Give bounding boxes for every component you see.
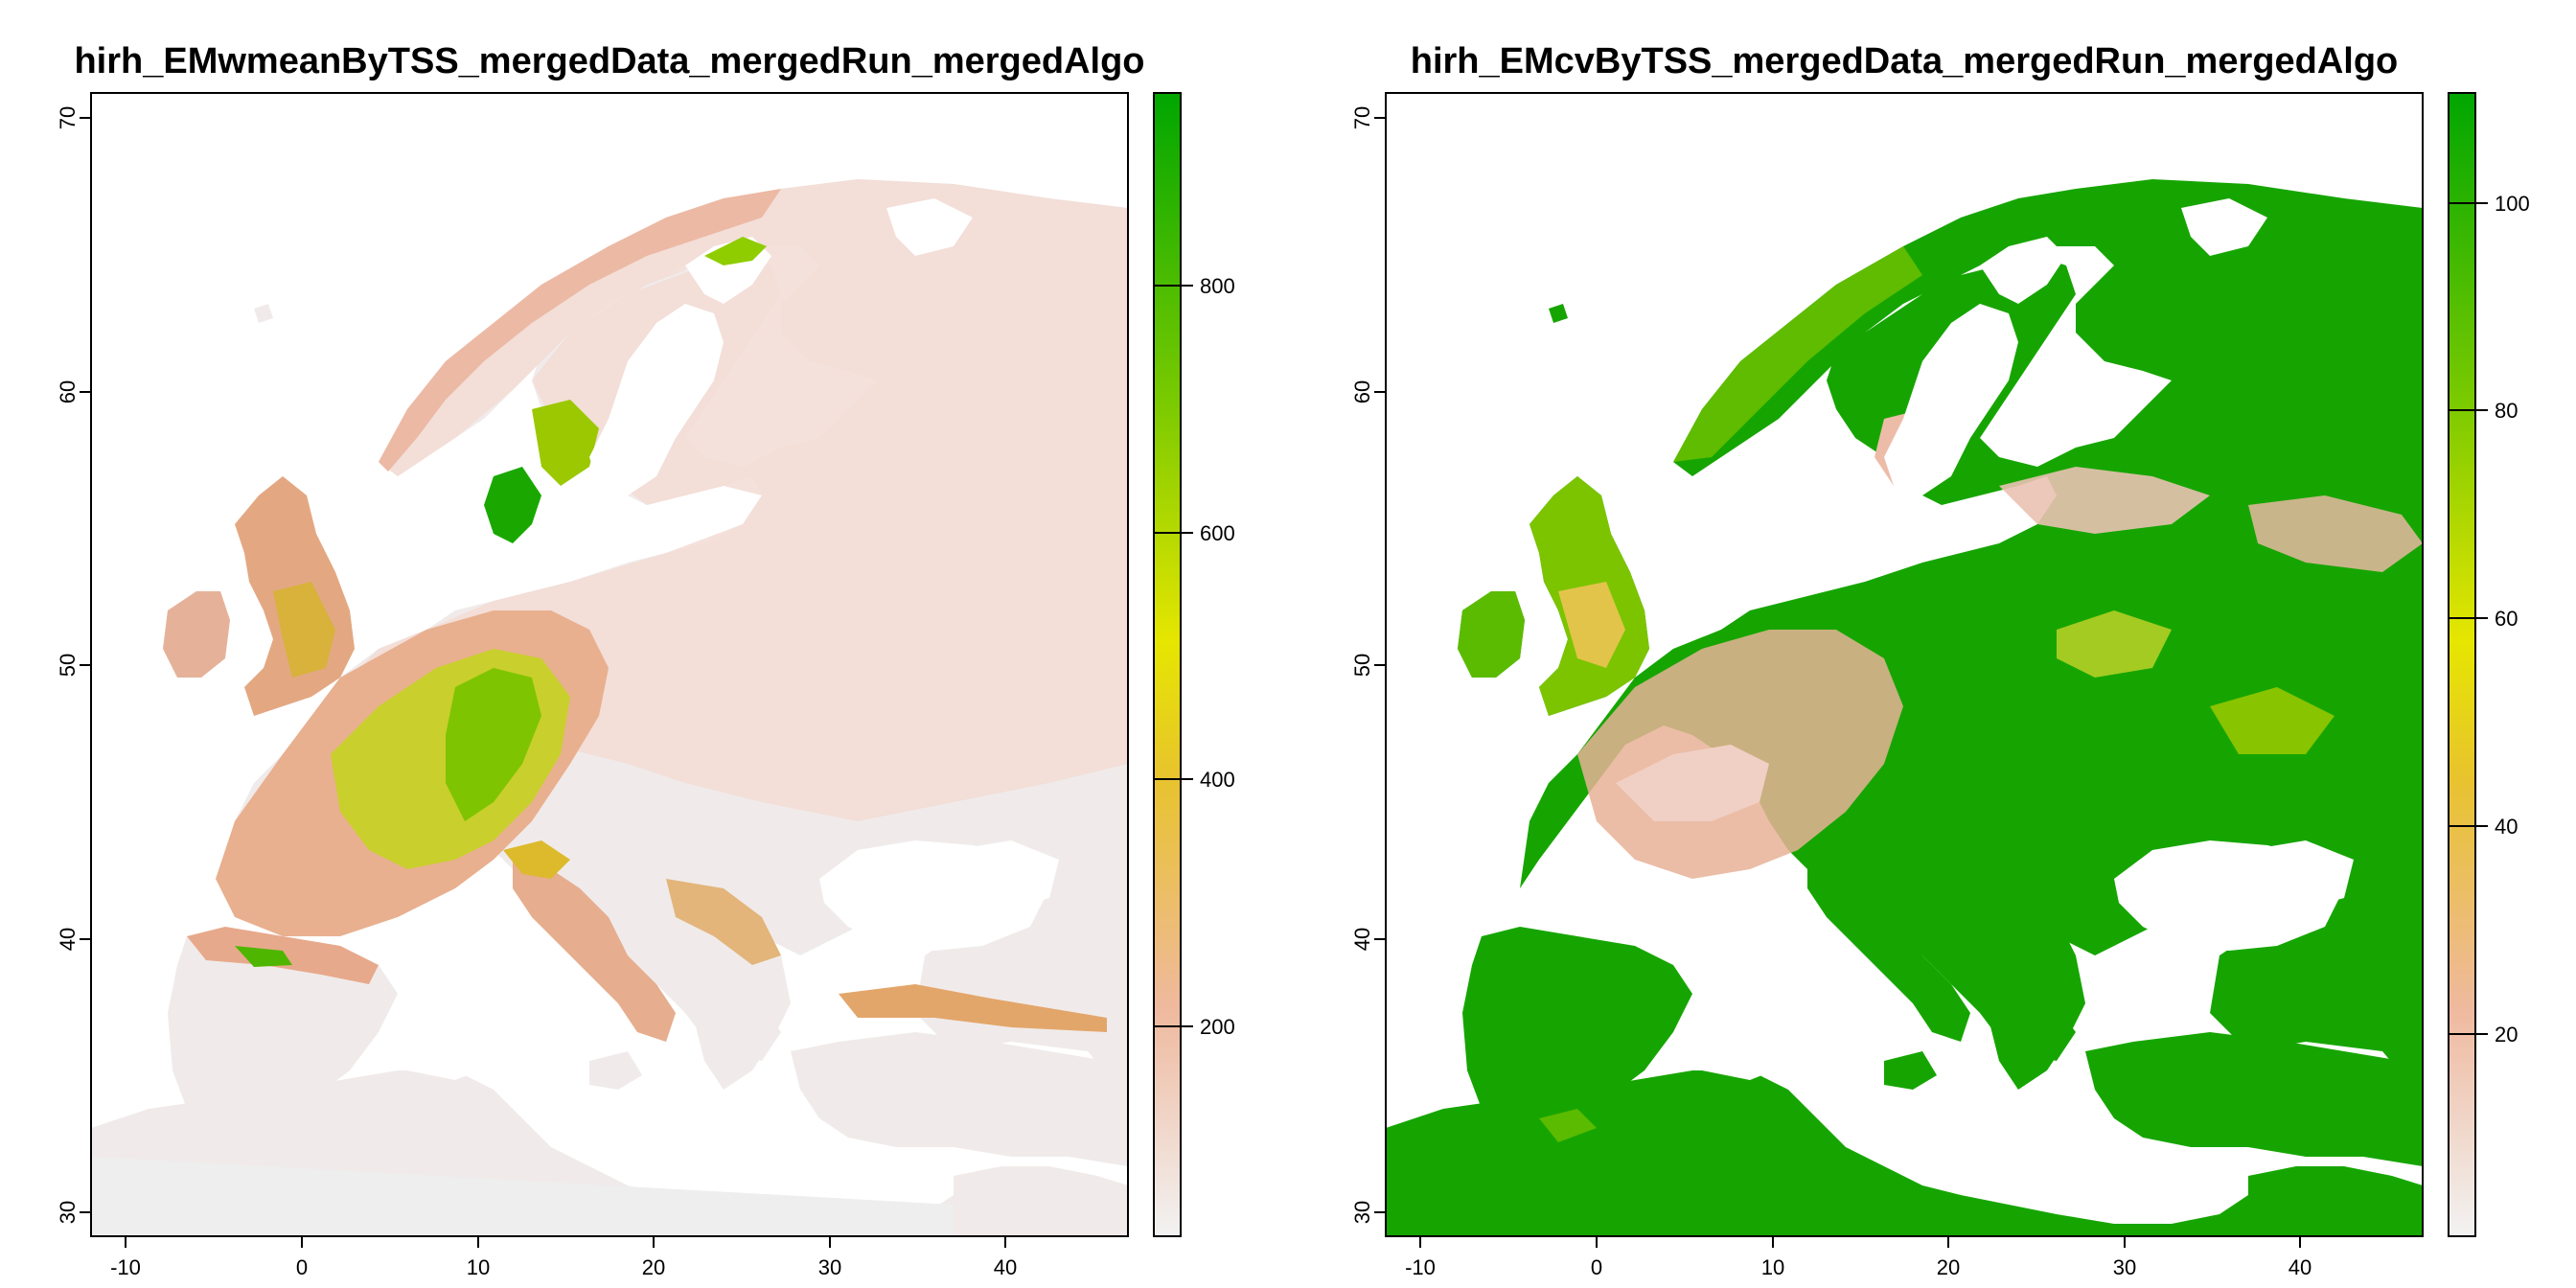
y-tick-label: 30 (1350, 1201, 1374, 1224)
map-panel-2: hirh_EMcvByTSS_mergedData_mergedRun_merg… (1350, 41, 2530, 1279)
x-tick-label: 0 (296, 1255, 308, 1279)
x-tick-label: 40 (994, 1255, 1017, 1279)
y-tick-label: 70 (1350, 106, 1374, 129)
x-tick-label: 20 (1937, 1255, 1960, 1279)
legend-tick-label: 400 (1200, 768, 1235, 792)
legend-tick-label: 800 (1200, 274, 1235, 298)
legend-colorbar (2448, 92, 2476, 1237)
y-tick-label: 50 (1350, 654, 1374, 677)
x-axis-1: -10 0 10 20 30 40 (110, 1236, 1017, 1279)
raster-map-2 (1386, 93, 2423, 1236)
y-tick-label: 40 (56, 928, 80, 951)
x-tick-label: 10 (1761, 1255, 1784, 1279)
legend-colorbar (1153, 92, 1182, 1237)
x-tick-label: 30 (2113, 1255, 2136, 1279)
y-axis-2: 30 40 50 60 70 (1350, 106, 1386, 1224)
x-tick-label: 40 (2288, 1255, 2312, 1279)
y-tick-label: 60 (1350, 380, 1374, 403)
y-tick-label: 40 (1350, 928, 1374, 951)
y-axis-1: 30 40 50 60 70 (56, 106, 91, 1224)
raster-map-1 (91, 93, 1128, 1236)
legend-tick-label: 20 (2495, 1023, 2518, 1046)
y-tick-label: 30 (56, 1201, 80, 1224)
x-axis-2: -10 0 10 20 30 40 (1405, 1236, 2312, 1279)
color-legend-2: 20 40 60 80 100 (2448, 92, 2530, 1237)
x-tick-label: 10 (467, 1255, 490, 1279)
x-tick-label: -10 (1405, 1255, 1436, 1279)
y-tick-label: 50 (56, 654, 80, 677)
legend-tick-label: 600 (1200, 521, 1235, 545)
x-tick-label: -10 (110, 1255, 141, 1279)
color-legend-1: 200 400 600 800 (1153, 92, 1235, 1237)
map-title-2: hirh_EMcvByTSS_mergedData_mergedRun_merg… (1411, 41, 2399, 81)
x-tick-label: 0 (1591, 1255, 1602, 1279)
x-tick-label: 30 (818, 1255, 841, 1279)
legend-tick-label: 40 (2495, 815, 2518, 839)
y-tick-label: 70 (56, 106, 80, 129)
map-title-1: hirh_EMwmeanByTSS_mergedData_mergedRun_m… (74, 41, 1144, 81)
map-panel-1: hirh_EMwmeanByTSS_mergedData_mergedRun_m… (56, 41, 1235, 1279)
legend-tick-label: 80 (2495, 399, 2518, 423)
legend-tick-label: 60 (2495, 607, 2518, 631)
x-tick-label: 20 (642, 1255, 665, 1279)
legend-tick-label: 100 (2495, 192, 2530, 216)
y-tick-label: 60 (56, 380, 80, 403)
legend-tick-label: 200 (1200, 1015, 1235, 1039)
